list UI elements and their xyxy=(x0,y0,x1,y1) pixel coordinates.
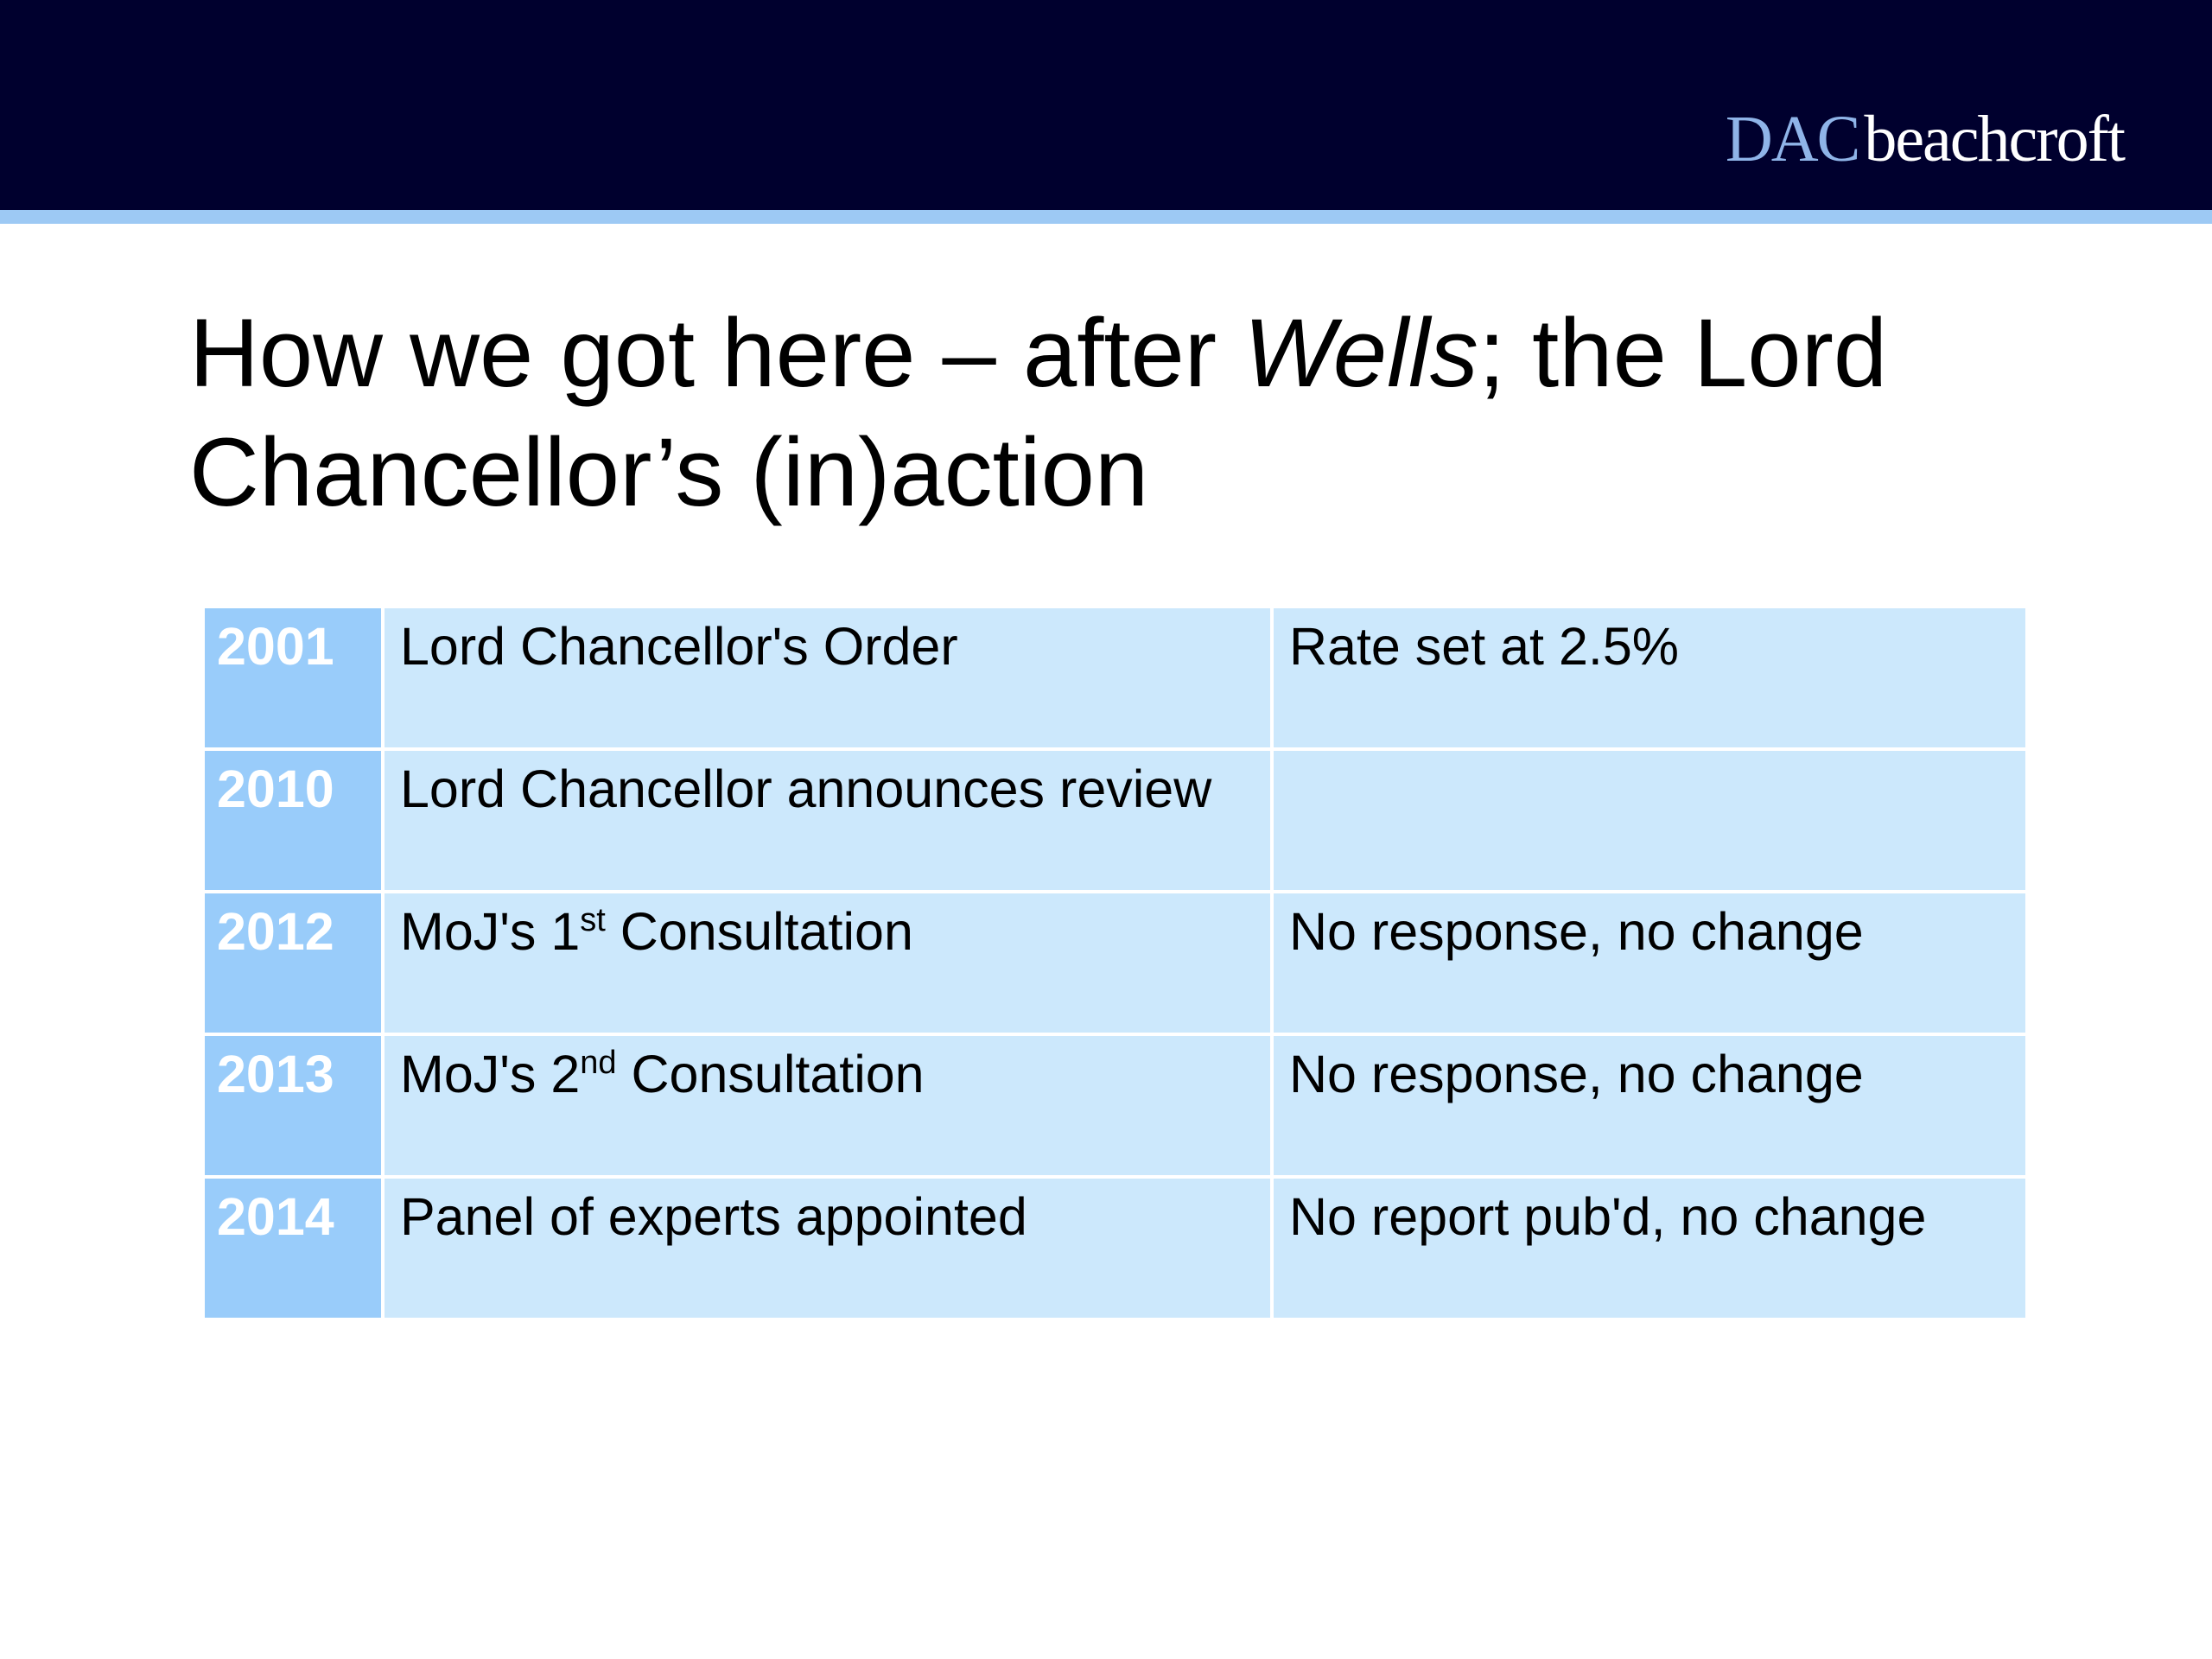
outcome-cell xyxy=(1270,747,2029,893)
event-text: MoJ's 2 xyxy=(400,1045,581,1103)
event-text: Panel of experts appointed xyxy=(400,1187,1027,1246)
event-superscript: st xyxy=(580,902,606,938)
title-case-name: Wells xyxy=(1243,299,1478,407)
table-row: 2001 Lord Chancellor's Order Rate set at… xyxy=(201,605,2029,751)
header-accent-stripe xyxy=(0,210,2212,224)
logo-beachcroft-text: beachcroft xyxy=(1864,103,2126,175)
table-row: 2012 MoJ's 1st Consultation No response,… xyxy=(201,890,2029,1036)
event-cell: MoJ's 2nd Consultation xyxy=(381,1033,1274,1179)
event-text-after: Consultation xyxy=(605,902,913,961)
outcome-cell: Rate set at 2.5% xyxy=(1270,605,2029,751)
event-text: Lord Chancellor announces review xyxy=(400,760,1212,818)
year-cell: 2010 xyxy=(201,747,385,893)
event-cell: Lord Chancellor's Order xyxy=(381,605,1274,751)
event-text-after: Consultation xyxy=(616,1045,925,1103)
title-line2: Chancellor’s (in)action xyxy=(189,418,1149,526)
event-cell: Lord Chancellor announces review xyxy=(381,747,1274,893)
event-text: Lord Chancellor's Order xyxy=(400,617,958,676)
title-line1-start: How we got here – after xyxy=(189,299,1244,407)
event-superscript: nd xyxy=(580,1045,617,1081)
title-line1-end: ; the Lord xyxy=(1478,299,1888,407)
timeline-table: 2001 Lord Chancellor's Order Rate set at… xyxy=(201,605,2029,1321)
year-cell: 2013 xyxy=(201,1033,385,1179)
outcome-cell: No response, no change xyxy=(1270,890,2029,1036)
table-row: 2013 MoJ's 2nd Consultation No response,… xyxy=(201,1033,2029,1179)
year-cell: 2014 xyxy=(201,1175,385,1321)
year-cell: 2012 xyxy=(201,890,385,1036)
company-logo: DAC beachcroft xyxy=(1725,102,2126,180)
event-cell: Panel of experts appointed xyxy=(381,1175,1274,1321)
header-bar: DAC beachcroft xyxy=(0,0,2212,210)
logo-dac-text: DAC xyxy=(1725,103,1860,175)
year-cell: 2001 xyxy=(201,605,385,751)
outcome-cell: No report pub'd, no change xyxy=(1270,1175,2029,1321)
outcome-cell: No response, no change xyxy=(1270,1033,2029,1179)
event-text: MoJ's 1 xyxy=(400,902,581,961)
slide-title: How we got here – after Wells; the Lord C… xyxy=(189,294,2090,532)
event-cell: MoJ's 1st Consultation xyxy=(381,890,1274,1036)
table-row: 2010 Lord Chancellor announces review xyxy=(201,747,2029,893)
table-row: 2014 Panel of experts appointed No repor… xyxy=(201,1175,2029,1321)
